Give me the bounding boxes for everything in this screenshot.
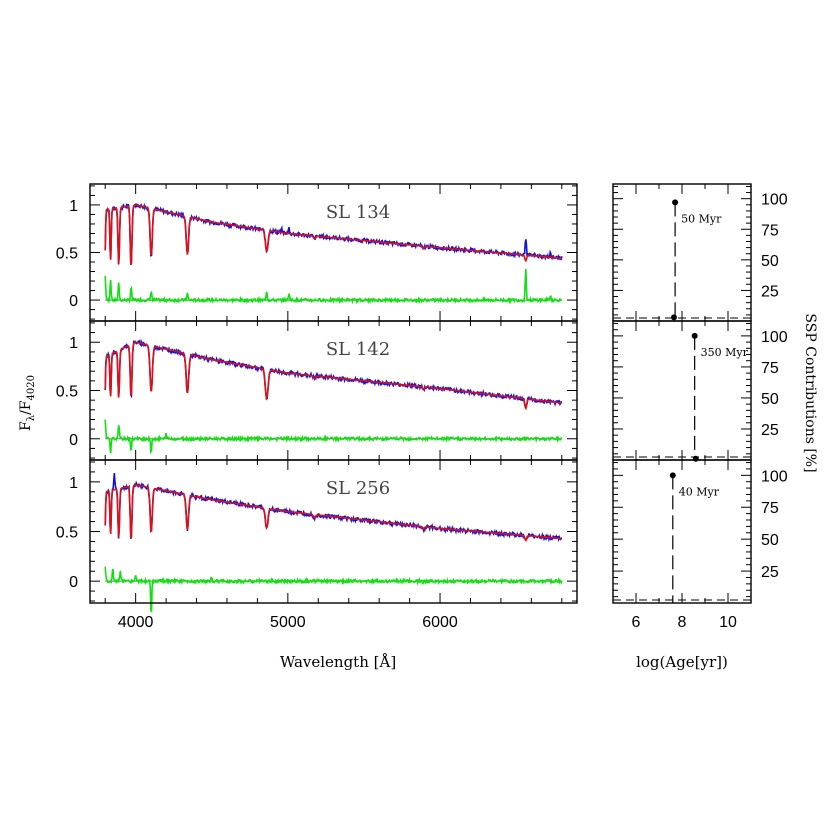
- ssp-age-label: 40 Myr: [679, 485, 720, 498]
- ssp-y-tick-label: 75: [761, 500, 779, 517]
- ssp-y-tick-label: 50: [761, 253, 779, 270]
- ssp-y-tick-label: 25: [761, 564, 779, 581]
- x-tick-label: 4000: [118, 614, 154, 631]
- x-tick-label: 6000: [422, 614, 458, 631]
- observed-series-line: [104, 338, 563, 410]
- ssp-point: [692, 455, 699, 462]
- ssp-y-tick-label: 25: [761, 422, 779, 439]
- spectrum-panel-2: 0 0.5 1 SL 142: [56, 320, 578, 461]
- model-series-line: [104, 483, 562, 542]
- y-tick-label: 0: [69, 432, 78, 449]
- y-tick-label: 0.5: [56, 246, 78, 263]
- ssp-y-tick-label: 50: [761, 532, 779, 549]
- ssp-point: [669, 472, 676, 479]
- x-tick-label: 5000: [270, 614, 306, 631]
- ssp-panel-1: 50 Myr 25 50 75 100: [612, 183, 788, 322]
- y-tick-label: 0.5: [56, 384, 78, 401]
- model-series-line: [104, 204, 562, 265]
- ssp-x-tick-label: 6: [632, 614, 641, 631]
- panel-title: SL 142: [326, 339, 390, 360]
- ssp-panel-2: 350 Myr 25 50 75 100: [612, 320, 788, 462]
- panel-title: SL 134: [326, 202, 390, 223]
- y-label-sub-4020: 4020: [26, 375, 37, 400]
- y-axis-label-flux: Fλ/F4020: [18, 375, 37, 431]
- panel-title: SL 256: [326, 478, 390, 499]
- ssp-y-tick-label: 50: [761, 391, 779, 408]
- model-series-line: [104, 341, 562, 411]
- ssp-x-tick-label: 8: [678, 614, 687, 631]
- ssp-y-tick-label: 75: [761, 222, 779, 239]
- ssp-y-tick-label: 100: [761, 329, 788, 346]
- y-tick-label: 1: [69, 335, 78, 352]
- spectrum-panel-1: 0 0.5 1 SL 134: [56, 183, 578, 322]
- y-axis-label-ssp-text: SSP Contributions [%]: [802, 313, 818, 472]
- y-label-sub-lambda: λ: [26, 414, 37, 421]
- ssp-y-tick-label: 100: [761, 192, 788, 209]
- ssp-point: [670, 314, 677, 321]
- spectrum-panel-3: 0 0.5 1 4000 5000 6000 SL 256: [56, 459, 578, 631]
- ssp-age-label: 50 Myr: [681, 212, 722, 225]
- residual-series-line: [104, 419, 563, 455]
- ssp-point: [691, 332, 698, 339]
- ssp-panel-3: 40 Myr 25 50 75 100 6 8 10: [612, 459, 788, 631]
- y-tick-label: 1: [69, 198, 78, 215]
- ssp-x-tick-label: 10: [719, 614, 737, 631]
- y-label-mid: /F: [18, 400, 34, 415]
- x-axis-label-age: log(Age[yr]): [636, 653, 728, 671]
- ssp-frame: [612, 183, 752, 322]
- svg-text:Fλ/F4020: Fλ/F4020: [18, 375, 37, 431]
- ssp-frame: [612, 459, 752, 604]
- ssp-age-label: 350 Myr: [701, 346, 749, 359]
- x-axis-label-wavelength: Wavelength [Å]: [280, 653, 396, 671]
- ssp-y-tick-label: 25: [761, 283, 779, 300]
- ssp-y-tick-label: 75: [761, 360, 779, 377]
- y-tick-label: 0.5: [56, 525, 78, 542]
- y-tick-label: 1: [69, 475, 78, 492]
- ssp-point: [672, 199, 679, 206]
- y-axis-label-ssp: SSP Contributions [%]: [802, 313, 818, 472]
- y-tick-label: 0: [69, 293, 78, 310]
- y-tick-label: 0: [69, 574, 78, 591]
- ssp-y-tick-label: 100: [761, 468, 788, 485]
- ssp-frame: [612, 320, 752, 461]
- residual-series-line: [104, 269, 563, 305]
- residual-series-line: [104, 566, 563, 613]
- y-label-f: F: [18, 421, 34, 431]
